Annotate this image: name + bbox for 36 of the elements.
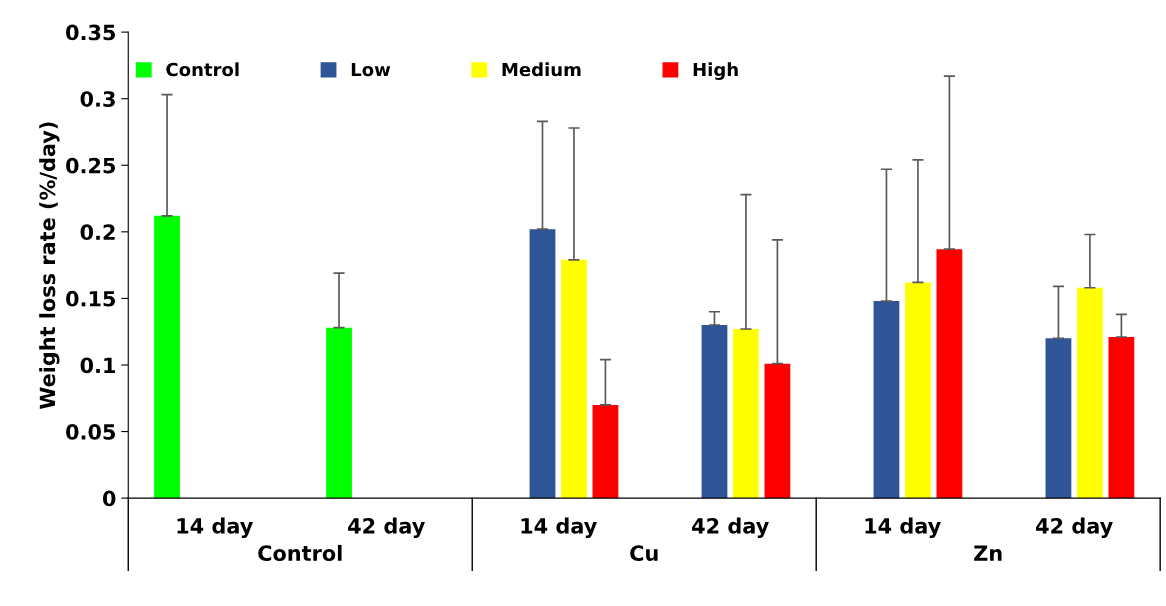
legend-label: Medium bbox=[502, 62, 581, 77]
x-tick-label: 14 day bbox=[865, 517, 941, 538]
x-tick-label: 14 day bbox=[521, 517, 597, 538]
bar bbox=[592, 404, 619, 499]
bar bbox=[561, 259, 587, 499]
y-tick-label: 0.1 bbox=[80, 357, 116, 374]
bar bbox=[1108, 337, 1135, 499]
bar bbox=[154, 215, 180, 499]
bar bbox=[701, 325, 728, 499]
x-tick-label: 42 day bbox=[348, 517, 425, 538]
text: Zn bbox=[974, 545, 1002, 561]
text: Cu bbox=[630, 545, 658, 562]
bar bbox=[905, 282, 931, 499]
x-tick-label: 14 day bbox=[177, 517, 253, 538]
y-axis-title: Weight loss rate (%/day) bbox=[39, 122, 60, 410]
y-tick-label: 0.2 bbox=[80, 224, 115, 241]
x-tick-label: 42 day bbox=[1036, 517, 1113, 538]
y-tick-label: 0.3 bbox=[80, 91, 115, 107]
y-tick-label: 0.15 bbox=[66, 290, 115, 307]
bar bbox=[936, 249, 963, 499]
bar bbox=[326, 327, 352, 499]
y-tick-label: 0.05 bbox=[66, 424, 115, 440]
bar bbox=[733, 329, 759, 499]
legend-label: Low bbox=[351, 62, 391, 77]
y-tick-label: 0 bbox=[102, 490, 116, 507]
legend-label: High bbox=[693, 62, 738, 80]
text: Control bbox=[258, 544, 342, 562]
y-tick-label: 0.25 bbox=[66, 157, 115, 174]
bar bbox=[764, 363, 791, 499]
bar bbox=[873, 301, 900, 499]
bar bbox=[1077, 287, 1103, 499]
legend-label: Control bbox=[166, 62, 239, 77]
y-tick-label: 0.35 bbox=[66, 24, 115, 41]
bar bbox=[529, 229, 556, 499]
bar bbox=[1045, 338, 1072, 499]
x-tick-label: 42 day bbox=[692, 517, 769, 538]
